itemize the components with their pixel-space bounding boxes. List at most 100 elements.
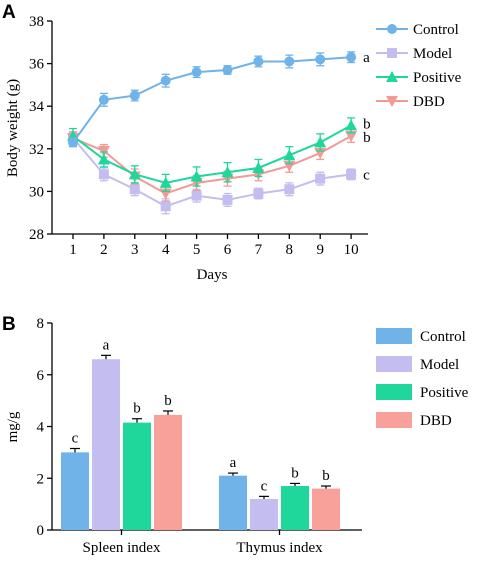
panel-a-letter: A bbox=[2, 2, 16, 23]
data-point bbox=[98, 94, 109, 105]
data-point bbox=[252, 161, 265, 173]
data-point bbox=[129, 184, 140, 195]
data-point bbox=[283, 149, 296, 161]
x-tick-label: Spleen index bbox=[83, 540, 161, 556]
legend-marker bbox=[386, 96, 398, 107]
bar bbox=[312, 488, 340, 530]
series-line bbox=[72, 56, 352, 143]
x-tick-label: 9 bbox=[316, 242, 324, 258]
y-tick-label: 6 bbox=[37, 368, 45, 384]
panel-b-letter: B bbox=[2, 314, 16, 335]
data-point bbox=[345, 131, 358, 143]
x-tick-label: 10 bbox=[344, 242, 359, 258]
x-tick-label: 5 bbox=[193, 242, 201, 258]
legend-item-dbd: DBD bbox=[376, 94, 445, 110]
data-point bbox=[315, 173, 326, 184]
data-point bbox=[129, 90, 140, 101]
significance-letter: c bbox=[363, 167, 370, 183]
x-tick-label: 6 bbox=[224, 242, 232, 258]
bar-chart-axes: 0 2 4 6 8 Spleen index Thymus index bbox=[37, 316, 362, 556]
data-point bbox=[97, 153, 110, 165]
data-point bbox=[128, 168, 141, 180]
y-tick-label: 34 bbox=[29, 99, 45, 115]
y-tick-label: 0 bbox=[37, 523, 45, 539]
y-tick-label: 8 bbox=[37, 316, 45, 332]
data-point bbox=[346, 169, 357, 180]
legend-label: Positive bbox=[420, 385, 469, 401]
bar-chart-legend: Control Model Positive DBD bbox=[376, 328, 469, 429]
series-line bbox=[72, 135, 352, 195]
significance-letter: b bbox=[363, 116, 371, 132]
series-line bbox=[72, 124, 352, 184]
data-point bbox=[284, 56, 295, 67]
data-point bbox=[315, 54, 326, 65]
legend-swatch bbox=[376, 328, 412, 344]
x-tick-label: Thymus index bbox=[236, 540, 323, 556]
legend-item-control: Control bbox=[376, 22, 459, 38]
bar bbox=[61, 452, 89, 530]
significance-letter: a bbox=[363, 50, 370, 66]
x-tick-label: 7 bbox=[255, 242, 263, 258]
y-tick-label: 36 bbox=[29, 57, 45, 73]
data-point bbox=[314, 136, 327, 148]
line-chart-legend: Control Model Positive DBD bbox=[376, 22, 462, 110]
data-point bbox=[345, 119, 358, 131]
legend-item-model: Model bbox=[376, 356, 459, 373]
data-point bbox=[221, 166, 234, 178]
significance-letter: a bbox=[103, 337, 110, 353]
legend-swatch bbox=[376, 384, 412, 400]
bar bbox=[154, 414, 182, 530]
significance-letter: b bbox=[363, 130, 371, 146]
legend-marker bbox=[387, 24, 397, 34]
legend-item-dbd: DBD bbox=[376, 412, 452, 429]
data-point bbox=[222, 194, 233, 205]
legend-label: Control bbox=[420, 329, 466, 345]
legend-label: Model bbox=[420, 357, 459, 373]
data-point bbox=[346, 52, 357, 63]
x-tick-label: 4 bbox=[162, 242, 170, 258]
y-tick-label: 38 bbox=[29, 14, 44, 30]
bar bbox=[250, 498, 278, 530]
significance-letter: c bbox=[72, 430, 79, 446]
data-point bbox=[160, 75, 171, 86]
y-tick-label: 32 bbox=[29, 142, 44, 158]
legend-swatch bbox=[376, 356, 412, 372]
legend-label: DBD bbox=[413, 94, 445, 110]
series-line bbox=[72, 137, 352, 208]
legend-swatch bbox=[376, 412, 412, 428]
data-point bbox=[191, 67, 202, 78]
line-chart-y-axis-title: Body weight (g) bbox=[5, 79, 21, 177]
bar bbox=[219, 475, 247, 530]
legend-label: DBD bbox=[420, 413, 452, 429]
legend-marker bbox=[386, 71, 398, 82]
organ-index-bar-chart: 0 2 4 6 8 Spleen index Thymus index c a b b a c b b C… bbox=[5, 316, 469, 556]
bar bbox=[281, 486, 309, 530]
bar-group-thymus: a c b b bbox=[219, 455, 340, 530]
series-model bbox=[68, 132, 357, 215]
significance-letter: a bbox=[230, 455, 237, 471]
legend-marker bbox=[387, 48, 397, 58]
line-chart-series: a c bb bbox=[67, 50, 371, 215]
significance-letter: b bbox=[133, 401, 141, 417]
series-dbd bbox=[67, 128, 358, 202]
legend-item-model: Model bbox=[376, 46, 452, 62]
legend-label: Model bbox=[413, 46, 452, 62]
line-chart-x-axis-title: Days bbox=[197, 267, 228, 283]
y-tick-label: 2 bbox=[37, 471, 45, 487]
data-point bbox=[160, 201, 171, 212]
legend-label: Control bbox=[413, 22, 459, 38]
significance-letter: b bbox=[291, 465, 299, 481]
legend-item-positive: Positive bbox=[376, 70, 462, 86]
bar bbox=[92, 359, 120, 530]
data-point bbox=[191, 190, 202, 201]
legend-item-positive: Positive bbox=[376, 384, 469, 401]
bar-chart-bars: c a b b a c b b bbox=[61, 337, 340, 530]
legend-label: Positive bbox=[413, 70, 462, 86]
series-control bbox=[68, 51, 357, 148]
significance-letter: b bbox=[164, 393, 172, 409]
x-tick-label: 8 bbox=[286, 242, 294, 258]
y-tick-label: 30 bbox=[29, 184, 44, 200]
